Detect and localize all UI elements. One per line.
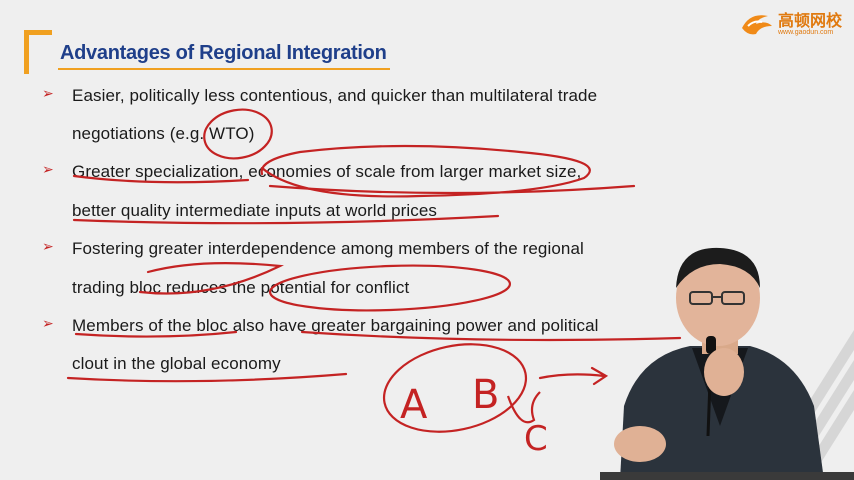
arrow-bullet-icon: ➢ (42, 86, 54, 102)
arrow-bullet-icon: ➢ (42, 239, 54, 255)
handwritten-a: A (400, 382, 428, 428)
arrow-bullet-icon: ➢ (42, 162, 54, 178)
logo-name: 高顿网校 (778, 11, 843, 30)
presenter-video (600, 247, 854, 480)
bullet-1-line-2: negotiations (e.g. WTO) (72, 124, 255, 143)
bullet-4-line-1: Members of the bloc also have greater ba… (72, 316, 599, 335)
gaodun-logo-icon (742, 15, 772, 35)
decorative-stripes (810, 330, 854, 480)
handwritten-b: B (472, 372, 499, 418)
bullet-2-line-1: Greater specialization, economies of sca… (72, 162, 582, 181)
handwritten-c: C (524, 419, 548, 459)
title-frame-corner (24, 30, 52, 74)
logo-url: www.gaodun.com (778, 29, 834, 36)
slide-title: Advantages of Regional Integration (60, 42, 387, 64)
bullet-1-line-1: Easier, politically less contentious, an… (72, 86, 598, 105)
bullet-2-line-2: better quality intermediate inputs at wo… (72, 201, 438, 220)
bullet-3-line-2: trading bloc reduces the potential for c… (72, 278, 410, 297)
arrow-bullet-icon: ➢ (42, 316, 54, 332)
title-underline (58, 68, 390, 70)
bullet-4-line-2: clout in the global economy (72, 354, 281, 373)
bullet-3-line-1: Fostering greater interdependence among … (72, 239, 584, 258)
